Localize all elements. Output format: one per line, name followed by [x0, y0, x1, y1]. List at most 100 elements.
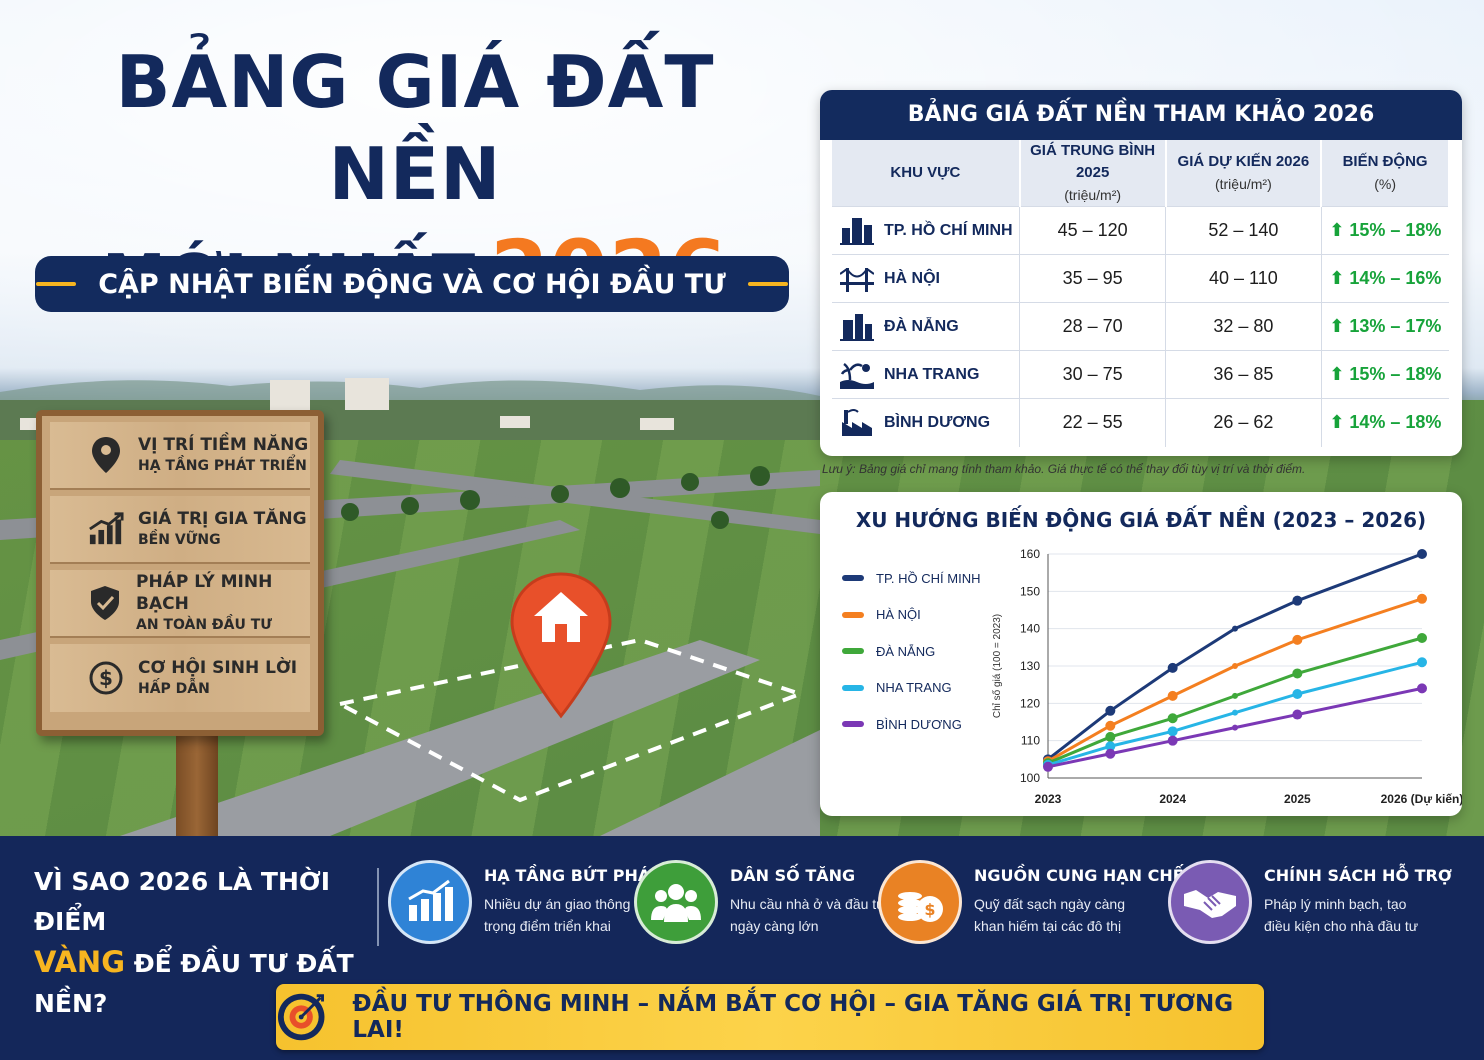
legend-swatch: [842, 648, 864, 655]
legend-swatch: [842, 721, 864, 728]
feature-desc: Pháp lý minh bạch, tạo điều kiện cho nhà …: [1264, 896, 1419, 934]
change-cell: ⬆ 14% – 18%: [1321, 398, 1449, 447]
feature-desc: Quỹ đất sạch ngày càng khan hiếm tại các …: [974, 896, 1125, 934]
legend-label: ĐÀ NẴNG: [876, 643, 936, 659]
data-point: [1292, 709, 1303, 720]
feature-title: DÂN SỐ TĂNG: [730, 866, 856, 885]
legend-label: NHA TRANG: [876, 680, 952, 696]
legend-label: BÌNH DƯƠNG: [876, 716, 962, 732]
coins-icon: $: [878, 860, 962, 944]
divider: [377, 868, 379, 946]
legend-label: HÀ NỘI: [876, 607, 921, 623]
why-heading: VÌ SAO 2026 LÀ THỜI ĐIỂM VÀNG ĐỂ ĐẦU TƯ …: [34, 862, 374, 1024]
svg-text:$: $: [924, 900, 935, 919]
feature-desc: Nhu cầu nhà ở và đầu tư ngày càng lớn: [730, 896, 886, 934]
why-gold-word: VÀNG: [34, 945, 125, 979]
forecast2026-cell: 52 – 140: [1165, 206, 1322, 255]
table-row: NHA TRANG 30 – 75 36 – 85 ⬆ 15% – 18%: [832, 350, 1449, 399]
y-axis-label: Chỉ số giá (100 = 2023): [991, 614, 1003, 718]
series-line: [1047, 597, 1423, 763]
shield-icon: [88, 585, 122, 621]
feature-title: HẠ TẦNG BỨT PHÁ: [484, 866, 651, 885]
sign-item-sub: BỀN VỮNG: [138, 532, 221, 548]
data-point: [1105, 731, 1116, 742]
sign-item-sub: HẠ TẦNG PHÁT TRIỂN: [138, 458, 307, 474]
table-row: TP. HỒ CHÍ MINH 45 – 120 52 – 140 ⬆ 15% …: [832, 206, 1449, 255]
table-note: Lưu ý: Bảng giá chỉ mang tính tham khảo.…: [822, 462, 1306, 476]
region-name: TP. HỒ CHÍ MINH: [884, 221, 1013, 239]
region-name: HÀ NỘI: [884, 269, 940, 287]
headline-line1: BẢNG GIÁ ĐẤT NỀN: [115, 40, 715, 216]
series-line: [1047, 552, 1423, 761]
sign-item: VỊ TRÍ TIỀM NĂNG HẠ TẦNG PHÁT TRIỂN: [50, 422, 310, 490]
region-name: BÌNH DƯƠNG: [884, 413, 991, 431]
data-point: [1292, 634, 1303, 645]
feature-title: CHÍNH SÁCH HỖ TRỢ: [1264, 866, 1452, 885]
sign-item: GIÁ TRỊ GIA TĂNG BỀN VỮNG: [50, 496, 310, 564]
feature-infrastructure: HẠ TẦNG BỨT PHÁ Nhiều dự án giao thông tr…: [388, 860, 650, 944]
data-point: [1043, 761, 1053, 772]
feature-supply: $ NGUỒN CUNG HẠN CHẾ Quỹ đất sạch ngày c…: [878, 860, 1184, 944]
legend-swatch: [842, 575, 864, 582]
y-tick-label: 100: [1020, 771, 1040, 785]
buildings-icon: [840, 313, 874, 341]
table-row: BÌNH DƯƠNG 22 – 55 26 – 62 ⬆ 14% – 18%: [832, 398, 1449, 447]
chart-legend: TP. HỒ CHÍ MINH HÀ NỘI ĐÀ NẴNG NHA TRANG BÌN…: [842, 560, 981, 743]
forecast2026-cell: 26 – 62: [1165, 398, 1322, 447]
line-chart: 100 110 120 130 140 150 160 2023 2024 2025 2026 (D…: [991, 547, 1462, 806]
header-avg2025: GIÁ TRUNG BÌNH 2025 (triệu/m²): [1019, 140, 1167, 207]
data-point: [1232, 709, 1238, 716]
forecast2026-cell: 32 – 80: [1165, 302, 1322, 351]
up-arrow-icon: ⬆: [1329, 412, 1345, 433]
y-tick-label: 150: [1020, 584, 1040, 598]
dash-left: [36, 282, 77, 286]
data-point: [1292, 595, 1303, 606]
up-arrow-icon: ⬆: [1329, 316, 1345, 336]
sign-item-sub: HẤP DẪN: [138, 681, 210, 697]
sign-item: $ CƠ HỘI SINH LỜI HẤP DẪN: [50, 644, 310, 712]
data-point: [1232, 625, 1238, 632]
region-name: ĐÀ NẴNG: [884, 317, 959, 335]
price-table-title: BẢNG GIÁ ĐẤT NỀN THAM KHẢO 2026: [820, 90, 1462, 140]
data-point: [1105, 705, 1116, 716]
legend-label: TP. HỒ CHÍ MINH: [876, 570, 981, 586]
y-tick-label: 110: [1021, 734, 1040, 748]
factory-icon: [842, 408, 872, 436]
data-point: [1105, 741, 1116, 752]
legend-item: ĐÀ NẴNG: [842, 633, 981, 670]
location-pin-icon: [88, 437, 124, 473]
data-point: [1105, 720, 1116, 731]
dollar-icon: $: [88, 660, 124, 696]
why-line2: ĐỂ ĐẦU TƯ ĐẤT NỀN?: [34, 949, 354, 1018]
handshake-icon: [1168, 860, 1252, 944]
avg2025-cell: 45 – 120: [1019, 206, 1167, 255]
chart-title: XU HƯỚNG BIẾN ĐỘNG GIÁ ĐẤT NỀN (2023 – 2…: [855, 508, 1427, 532]
header-region: KHU VỰC: [832, 140, 1021, 207]
cta-banner: ĐẦU TƯ THÔNG MINH – NẮM BẮT CƠ HỘI – GIA…: [276, 984, 1264, 1050]
up-arrow-icon: ⬆: [1329, 364, 1345, 384]
data-point: [1232, 724, 1238, 731]
legend-item: BÌNH DƯƠNG: [842, 706, 981, 743]
y-tick-label: 160: [1020, 547, 1040, 561]
legend-swatch: [842, 684, 864, 691]
table-header-row: KHU VỰC GIÁ TRUNG BÌNH 2025 (triệu/m²) GI…: [832, 140, 1450, 207]
sign-item-title: GIÁ TRỊ GIA TĂNG: [138, 509, 307, 529]
header-change: BIẾN ĐỘNG (%): [1321, 140, 1450, 207]
data-point: [1292, 668, 1303, 679]
sign-item-title: PHÁP LÝ MINH BẠCH: [136, 572, 273, 614]
feature-population: DÂN SỐ TĂNG Nhu cầu nhà ở và đầu tư ngày …: [634, 860, 886, 944]
cta-text: ĐẦU TƯ THÔNG MINH – NẮM BẮT CƠ HỘI – GIA…: [352, 991, 1234, 1043]
change-cell: ⬆ 15% – 18%: [1321, 206, 1449, 255]
y-tick-label: 140: [1020, 622, 1040, 636]
data-point: [1292, 689, 1303, 699]
subtitle-banner: CẬP NHẬT BIẾN ĐỘNG VÀ CƠ HỘI ĐẦU TƯ: [35, 256, 789, 312]
region-name: NHA TRANG: [884, 365, 980, 383]
data-point: [1232, 692, 1238, 699]
data-point: [1232, 663, 1238, 669]
avg2025-cell: 30 – 75: [1019, 350, 1167, 399]
avg2025-cell: 28 – 70: [1019, 302, 1167, 351]
table-row: ĐÀ NẴNG 28 – 70 32 – 80 ⬆ 13% – 17%: [832, 302, 1449, 351]
change-cell: ⬆ 15% – 18%: [1321, 350, 1449, 399]
price-table-card: BẢNG GIÁ ĐẤT NỀN THAM KHẢO 2026 KHU VỰC …: [820, 90, 1462, 456]
header-forecast2026: GIÁ DỰ KIẾN 2026 (triệu/m²): [1165, 140, 1323, 207]
